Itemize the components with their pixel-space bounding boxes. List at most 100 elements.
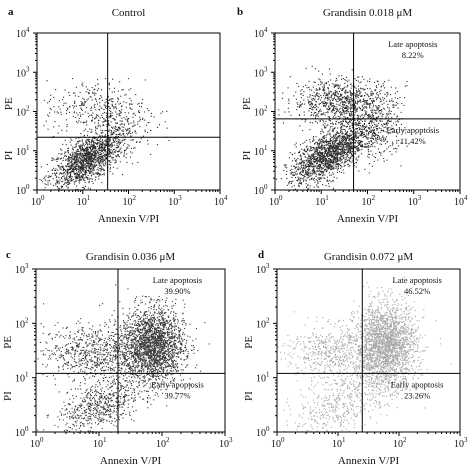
data-point bbox=[290, 172, 292, 174]
data-point bbox=[373, 114, 375, 116]
x-tick-label: 101 bbox=[315, 194, 329, 208]
data-point bbox=[102, 168, 104, 170]
data-point bbox=[101, 146, 103, 148]
data-point bbox=[349, 125, 351, 127]
data-point bbox=[369, 78, 371, 80]
data-point bbox=[118, 141, 120, 143]
data-point bbox=[110, 146, 112, 148]
data-point bbox=[98, 147, 100, 149]
data-point bbox=[66, 126, 68, 128]
data-point bbox=[106, 124, 108, 126]
data-point bbox=[79, 177, 81, 179]
data-point bbox=[295, 146, 297, 148]
data-point bbox=[128, 132, 130, 134]
data-point bbox=[80, 149, 82, 151]
data-point bbox=[323, 141, 325, 143]
data-point bbox=[369, 131, 371, 133]
data-point bbox=[321, 160, 323, 162]
data-point bbox=[295, 174, 297, 176]
data-point bbox=[354, 145, 356, 147]
data-point bbox=[358, 115, 360, 117]
data-point bbox=[78, 151, 80, 153]
data-point bbox=[305, 171, 307, 173]
data-point bbox=[335, 93, 337, 95]
data-point bbox=[355, 92, 357, 94]
data-point bbox=[82, 168, 84, 170]
data-point bbox=[344, 151, 346, 153]
data-point bbox=[373, 132, 375, 134]
data-point bbox=[362, 87, 364, 89]
data-point bbox=[332, 130, 334, 132]
data-point bbox=[96, 139, 98, 141]
data-point bbox=[345, 125, 347, 127]
data-point bbox=[100, 129, 102, 131]
data-point bbox=[109, 139, 111, 141]
data-point bbox=[334, 145, 336, 147]
data-point bbox=[104, 135, 106, 137]
data-point bbox=[348, 98, 350, 100]
data-point bbox=[88, 165, 90, 167]
data-point bbox=[339, 135, 341, 137]
data-point bbox=[335, 85, 337, 87]
data-point bbox=[68, 156, 70, 158]
data-point bbox=[360, 81, 362, 83]
data-point bbox=[68, 168, 70, 170]
data-point bbox=[278, 114, 280, 116]
data-point bbox=[315, 94, 317, 96]
data-point bbox=[94, 137, 96, 139]
data-point bbox=[327, 124, 329, 126]
data-point bbox=[315, 117, 317, 119]
data-point bbox=[124, 118, 126, 120]
data-point bbox=[55, 184, 57, 186]
data-point bbox=[118, 114, 120, 116]
data-point bbox=[332, 156, 334, 158]
data-point bbox=[354, 105, 356, 107]
data-point bbox=[87, 187, 89, 189]
data-point bbox=[131, 163, 133, 165]
data-point bbox=[328, 147, 330, 149]
data-point bbox=[330, 167, 332, 169]
data-point bbox=[305, 163, 307, 165]
data-point bbox=[321, 82, 323, 84]
data-point bbox=[307, 161, 309, 163]
data-point bbox=[99, 151, 101, 153]
data-point bbox=[318, 164, 320, 166]
data-point bbox=[389, 145, 391, 147]
data-point bbox=[352, 104, 354, 106]
data-point bbox=[395, 124, 397, 126]
data-point bbox=[91, 153, 93, 155]
data-point bbox=[355, 94, 357, 96]
data-point bbox=[362, 89, 364, 91]
data-point bbox=[381, 136, 383, 138]
data-point bbox=[75, 170, 77, 172]
data-point bbox=[104, 159, 106, 161]
data-point bbox=[317, 89, 319, 91]
data-point bbox=[79, 153, 81, 155]
data-point bbox=[104, 154, 106, 156]
data-point bbox=[129, 104, 131, 106]
data-point bbox=[392, 104, 394, 106]
data-point bbox=[376, 134, 378, 136]
data-point bbox=[342, 101, 344, 103]
data-point bbox=[346, 108, 348, 110]
data-point bbox=[86, 124, 88, 126]
data-point bbox=[314, 181, 316, 183]
data-point bbox=[312, 140, 314, 142]
data-point bbox=[331, 122, 333, 124]
data-point bbox=[318, 93, 320, 95]
data-point bbox=[50, 99, 52, 101]
data-point bbox=[324, 104, 326, 106]
data-point bbox=[287, 107, 289, 109]
data-point bbox=[315, 175, 317, 177]
data-point bbox=[67, 149, 69, 151]
data-point bbox=[68, 180, 70, 182]
data-point bbox=[137, 121, 139, 123]
data-point bbox=[51, 159, 53, 161]
data-point bbox=[318, 84, 320, 86]
data-point bbox=[317, 153, 319, 155]
data-point bbox=[325, 157, 327, 159]
data-point bbox=[325, 159, 327, 161]
data-point bbox=[372, 115, 374, 117]
data-point bbox=[378, 83, 380, 85]
data-point bbox=[361, 149, 363, 151]
